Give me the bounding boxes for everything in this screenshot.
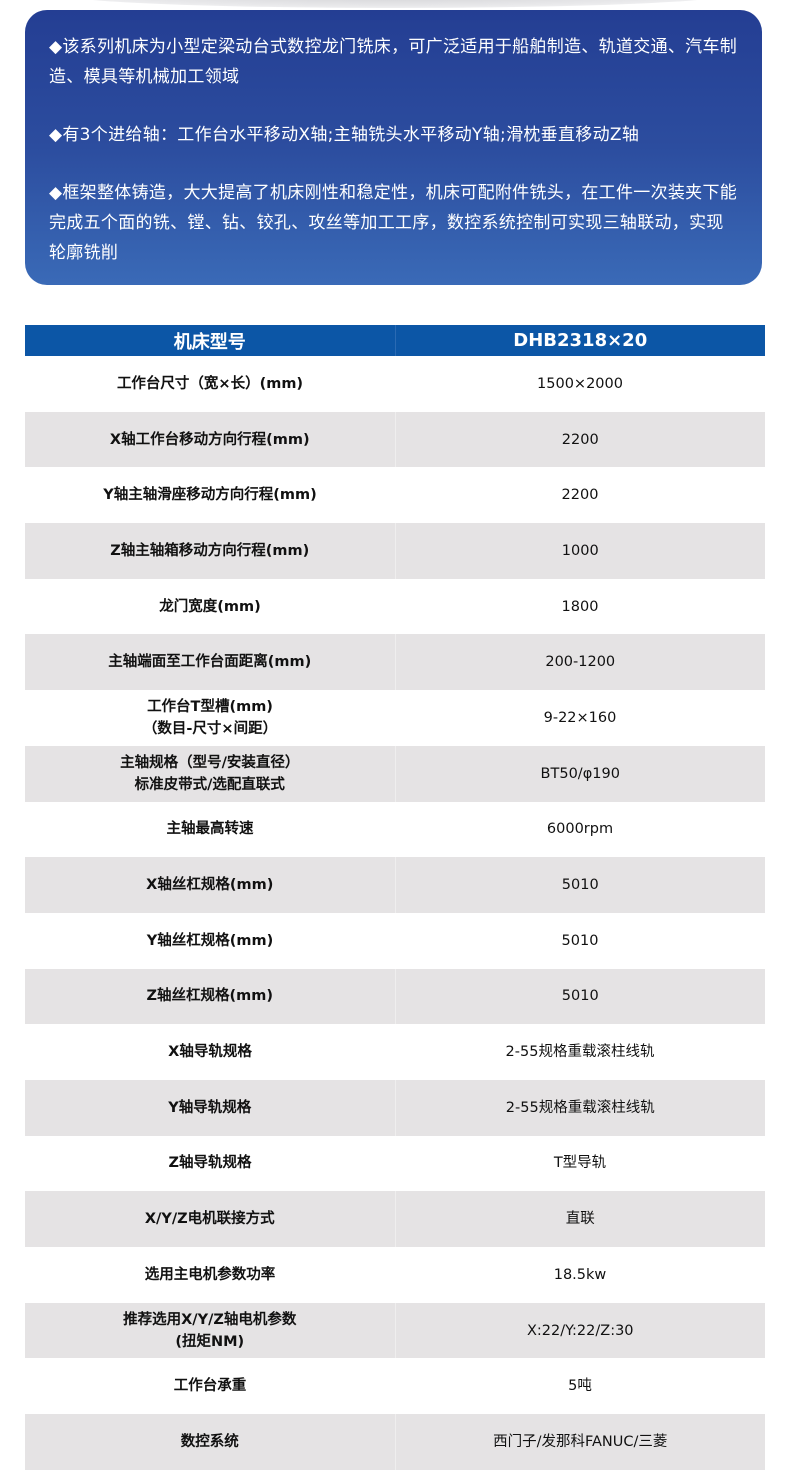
spec-value: 2-55规格重载滚柱线轨 bbox=[505, 1044, 655, 1061]
spec-value: 1500×2000 bbox=[537, 375, 623, 392]
intro-paragraph: ◆有3个进给轴：工作台水平移动X轴;主轴铣头水平移动Y轴;滑枕垂直移动Z轴 bbox=[49, 125, 640, 145]
top-shadow-decoration bbox=[60, 0, 730, 8]
table-row: Y轴主轴滑座移动方向行程(mm) 2200 bbox=[25, 467, 765, 523]
spec-label: 工作台T型槽(mm) （数目-尺寸×间距） bbox=[142, 698, 278, 737]
spec-label: 工作台尺寸（宽×长）(mm) bbox=[116, 375, 304, 392]
spec-value: 9-22×160 bbox=[543, 709, 617, 726]
spec-label: 数控系统 bbox=[25, 1414, 396, 1470]
table-row: 选用主电机参数功率 18.5kw bbox=[25, 1247, 765, 1303]
table-row: X轴导轨规格 2-55规格重载滚柱线轨 bbox=[25, 1024, 765, 1080]
table-row: 龙门宽度(mm) 1800 bbox=[25, 579, 765, 635]
spec-value: 5010 bbox=[395, 968, 765, 1025]
spec-label: 主轴规格（型号/安装直径） 标准皮带式/选配直联式 bbox=[25, 745, 396, 802]
table-row: 数控系统 西门子/发那科FANUC/三菱 bbox=[25, 1414, 765, 1470]
spec-label: Y轴丝杠规格(mm) bbox=[146, 932, 274, 949]
table-row: X轴丝杠规格(mm) 5010 bbox=[25, 857, 765, 913]
spec-label: 推荐选用X/Y/Z轴电机参数 (扭矩NM) bbox=[25, 1302, 396, 1359]
spec-value: 5010 bbox=[561, 932, 599, 949]
spec-value: BT50/φ190 bbox=[395, 745, 765, 802]
table-row: 推荐选用X/Y/Z轴电机参数 (扭矩NM) X:22/Y:22/Z:30 bbox=[25, 1302, 765, 1359]
spec-value: 18.5kw bbox=[553, 1266, 607, 1283]
spec-value: X:22/Y:22/Z:30 bbox=[395, 1302, 765, 1359]
table-row: Z轴丝杠规格(mm) 5010 bbox=[25, 968, 765, 1025]
header-model-label: 机床型号 bbox=[25, 325, 396, 356]
spec-value: 2200 bbox=[395, 411, 765, 468]
spec-value: 1800 bbox=[561, 598, 599, 615]
spec-value: T型导轨 bbox=[553, 1155, 607, 1172]
spec-table: 机床型号 DHB2318×20 工作台尺寸（宽×长）(mm) 1500×2000 X… bbox=[25, 325, 765, 1470]
spec-label: X轴丝杠规格(mm) bbox=[25, 857, 396, 913]
spec-label: 主轴端面至工作台面距离(mm) bbox=[25, 634, 396, 691]
intro-panel: ◆该系列机床为小型定梁动台式数控龙门铣床，可广泛适用于船舶制造、轨道交通、汽车制… bbox=[25, 10, 762, 285]
spec-label: Z轴主轴箱移动方向行程(mm) bbox=[25, 523, 396, 579]
spec-label: 选用主电机参数功率 bbox=[144, 1266, 276, 1283]
spec-label: Z轴丝杠规格(mm) bbox=[25, 968, 396, 1025]
table-row: 主轴端面至工作台面距离(mm) 200-1200 bbox=[25, 634, 765, 691]
table-row: Z轴导轨规格 T型导轨 bbox=[25, 1136, 765, 1192]
spec-value: 6000rpm bbox=[546, 821, 614, 838]
spec-value: 1000 bbox=[395, 523, 765, 579]
table-row: Y轴导轨规格 2-55规格重载滚柱线轨 bbox=[25, 1079, 765, 1136]
table-row: 主轴最高转速 6000rpm bbox=[25, 802, 765, 858]
header-model-value: DHB2318×20 bbox=[395, 325, 765, 356]
table-row: Y轴丝杠规格(mm) 5010 bbox=[25, 913, 765, 969]
spec-label: 工作台承重 bbox=[173, 1378, 247, 1395]
table-row: 工作台尺寸（宽×长）(mm) 1500×2000 bbox=[25, 356, 765, 412]
intro-paragraph: ◆该系列机床为小型定梁动台式数控龙门铣床，可广泛适用于船舶制造、轨道交通、汽车制… bbox=[49, 37, 738, 87]
spec-value: 西门子/发那科FANUC/三菱 bbox=[395, 1414, 765, 1470]
spec-value: 5010 bbox=[395, 857, 765, 913]
spec-label: 龙门宽度(mm) bbox=[159, 598, 261, 615]
spec-label: X/Y/Z电机联接方式 bbox=[25, 1191, 396, 1247]
spec-value: 直联 bbox=[395, 1191, 765, 1247]
spec-value: 200-1200 bbox=[395, 634, 765, 691]
spec-value: 2200 bbox=[561, 487, 599, 504]
intro-paragraph: ◆框架整体铸造，大大提高了机床刚性和稳定性，机床可配附件铣头，在工件一次装夹下能… bbox=[49, 183, 738, 263]
table-row: Z轴主轴箱移动方向行程(mm) 1000 bbox=[25, 523, 765, 579]
table-row: 工作台T型槽(mm) （数目-尺寸×间距） 9-22×160 bbox=[25, 690, 765, 746]
spec-label: Y轴导轨规格 bbox=[25, 1079, 396, 1136]
table-header-row: 机床型号 DHB2318×20 bbox=[25, 325, 765, 356]
table-row: 工作台承重 5吨 bbox=[25, 1358, 765, 1414]
spec-label: 主轴最高转速 bbox=[166, 821, 254, 838]
table-row: 主轴规格（型号/安装直径） 标准皮带式/选配直联式 BT50/φ190 bbox=[25, 745, 765, 802]
table-row: X/Y/Z电机联接方式 直联 bbox=[25, 1191, 765, 1247]
spec-value: 2-55规格重载滚柱线轨 bbox=[395, 1079, 765, 1136]
spec-label: X轴工作台移动方向行程(mm) bbox=[25, 411, 396, 468]
spec-label: Y轴主轴滑座移动方向行程(mm) bbox=[103, 487, 317, 504]
spec-label: X轴导轨规格 bbox=[168, 1044, 252, 1061]
spec-value: 5吨 bbox=[568, 1378, 592, 1395]
spec-label: Z轴导轨规格 bbox=[168, 1155, 252, 1172]
table-row: X轴工作台移动方向行程(mm) 2200 bbox=[25, 411, 765, 468]
